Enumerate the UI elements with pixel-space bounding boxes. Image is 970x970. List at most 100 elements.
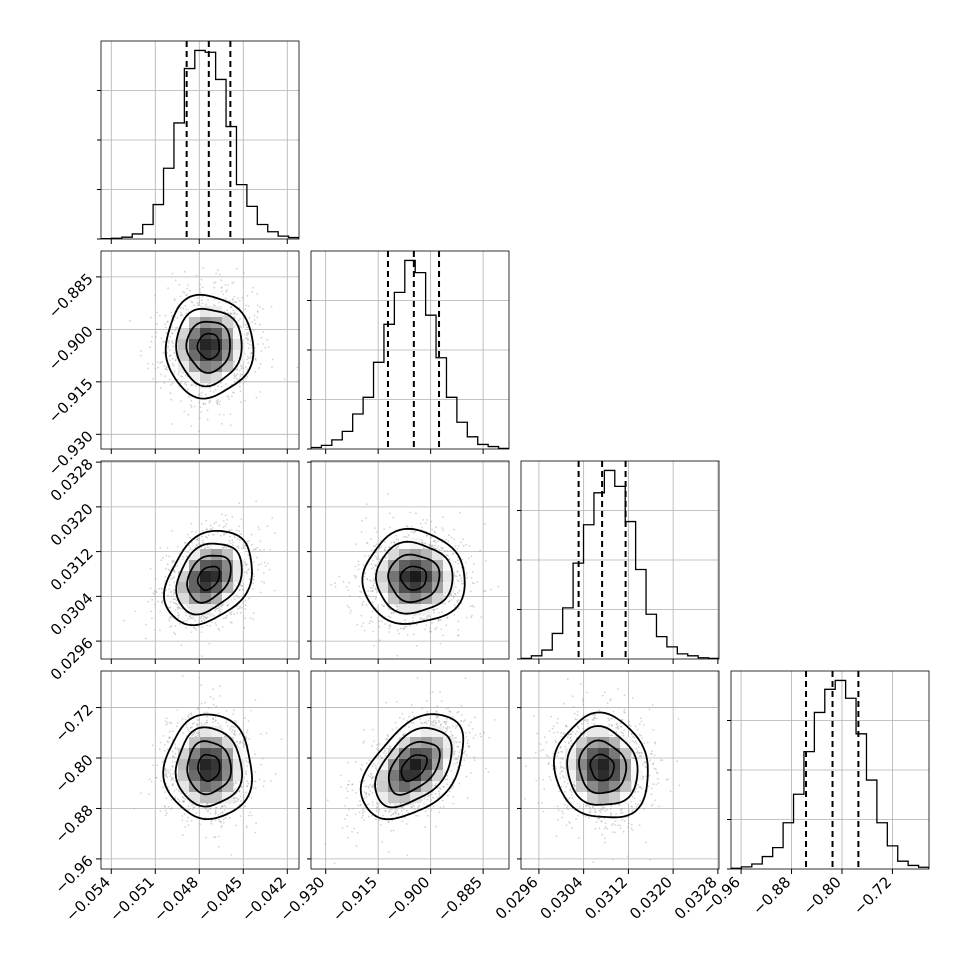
- contour-1.5sigma: [374, 727, 453, 809]
- density-cell: [410, 726, 422, 738]
- contour-1.5sigma: [175, 542, 243, 616]
- density-cell: [410, 571, 422, 583]
- contour-1.5sigma: [566, 725, 639, 806]
- density-cell: [222, 339, 234, 351]
- density-cell: [233, 770, 245, 782]
- contour-1sigma: [186, 740, 233, 796]
- density-cell: [211, 571, 223, 583]
- density-cell: [565, 770, 577, 782]
- x-tick-label-m0p045: −0.045: [194, 873, 246, 925]
- x-tick-label-m0p88: −0.88: [749, 873, 794, 918]
- density-cell: [377, 571, 389, 583]
- contour-2sigma: [164, 293, 255, 400]
- panel-plot-area: [731, 671, 929, 869]
- density-cell: [443, 748, 455, 760]
- x-tick-label-m0p885: −0.885: [434, 873, 486, 925]
- contour-1.5sigma: [174, 726, 244, 808]
- density-cell: [178, 593, 190, 605]
- contour-0.5sigma: [196, 565, 221, 591]
- x-tick-label-m0p8: −0.80: [800, 873, 845, 918]
- density-cell: [443, 582, 455, 594]
- panel-r1-c0: −0.885−0.900−0.915−0.930: [45, 250, 300, 479]
- panel-frame: [100, 460, 300, 660]
- density-cell: [410, 582, 422, 594]
- density-cell: [189, 339, 201, 351]
- density-cell: [211, 372, 223, 384]
- density-cell: [377, 560, 389, 572]
- density-cell: [609, 770, 621, 782]
- density-cell: [421, 582, 433, 594]
- contour-2sigma: [552, 711, 649, 819]
- y-tick-label-m0p915: −0.915: [45, 375, 97, 427]
- panel-plot-area: [311, 251, 509, 449]
- density-cell: [222, 328, 234, 340]
- panel-frame: [310, 670, 510, 870]
- density-cell: [399, 770, 411, 782]
- contour-1sigma: [578, 739, 628, 795]
- density-cell: [410, 593, 422, 605]
- contour-0.5sigma: [197, 753, 221, 782]
- density-cell: [432, 737, 444, 749]
- density-cell: [222, 582, 234, 594]
- panel-plot-area: [101, 461, 299, 659]
- density-cell: [388, 571, 400, 583]
- density-cells: [565, 726, 643, 804]
- density-cell: [222, 560, 234, 572]
- density-cell: [432, 726, 444, 738]
- y-tick-label-0p032: 0.0320: [47, 500, 97, 550]
- density-cell: [178, 317, 190, 329]
- density-cell: [233, 339, 245, 351]
- histogram-step: [731, 679, 929, 869]
- density-cell: [211, 549, 223, 561]
- density-cell: [576, 781, 588, 793]
- density-cell: [609, 748, 621, 760]
- x-tick-label-0p032: 0.0320: [626, 873, 676, 923]
- density-cell: [432, 593, 444, 605]
- density-cell: [200, 593, 212, 605]
- density-cell: [211, 560, 223, 572]
- density-cell: [211, 737, 223, 749]
- density-cell: [377, 582, 389, 594]
- density-cell: [211, 339, 223, 351]
- panel-frame: [100, 250, 300, 450]
- contour-1.5sigma: [374, 540, 454, 615]
- density-cell: [399, 781, 411, 793]
- panel-frame: [310, 250, 510, 450]
- contour-2sigma: [163, 530, 253, 627]
- density-cell: [388, 748, 400, 760]
- panel-frame: [520, 460, 720, 660]
- density-cell: [576, 792, 588, 804]
- y-tick-label-m0p88: −0.88: [51, 801, 96, 846]
- density-cell: [620, 748, 632, 760]
- density-cell: [200, 339, 212, 351]
- density-cell: [565, 759, 577, 771]
- panel-r2-c2: [517, 460, 720, 664]
- panel-frame: [310, 460, 510, 660]
- density-cell: [410, 792, 422, 804]
- density-cell: [200, 726, 212, 738]
- panel-frame: [100, 40, 300, 240]
- density-cell: [211, 759, 223, 771]
- density-cell: [432, 748, 444, 760]
- density-cell: [421, 781, 433, 793]
- density-cell: [399, 582, 411, 594]
- density-cell: [432, 770, 444, 782]
- density-cell: [421, 748, 433, 760]
- density-cell: [410, 781, 422, 793]
- density-cell: [587, 770, 599, 782]
- panel-plot-area: [311, 671, 509, 869]
- density-cell: [200, 792, 212, 804]
- density-cell: [178, 770, 190, 782]
- density-cell: [399, 571, 411, 583]
- y-tick-label-0p0304: 0.0304: [47, 589, 97, 639]
- density-cell: [410, 748, 422, 760]
- density-cell: [200, 759, 212, 771]
- density-cell: [421, 593, 433, 605]
- density-cell: [222, 770, 234, 782]
- contour-2sigma: [361, 527, 466, 625]
- panel-plot-area: [101, 671, 299, 869]
- density-cell: [211, 781, 223, 793]
- density-cell: [178, 781, 190, 793]
